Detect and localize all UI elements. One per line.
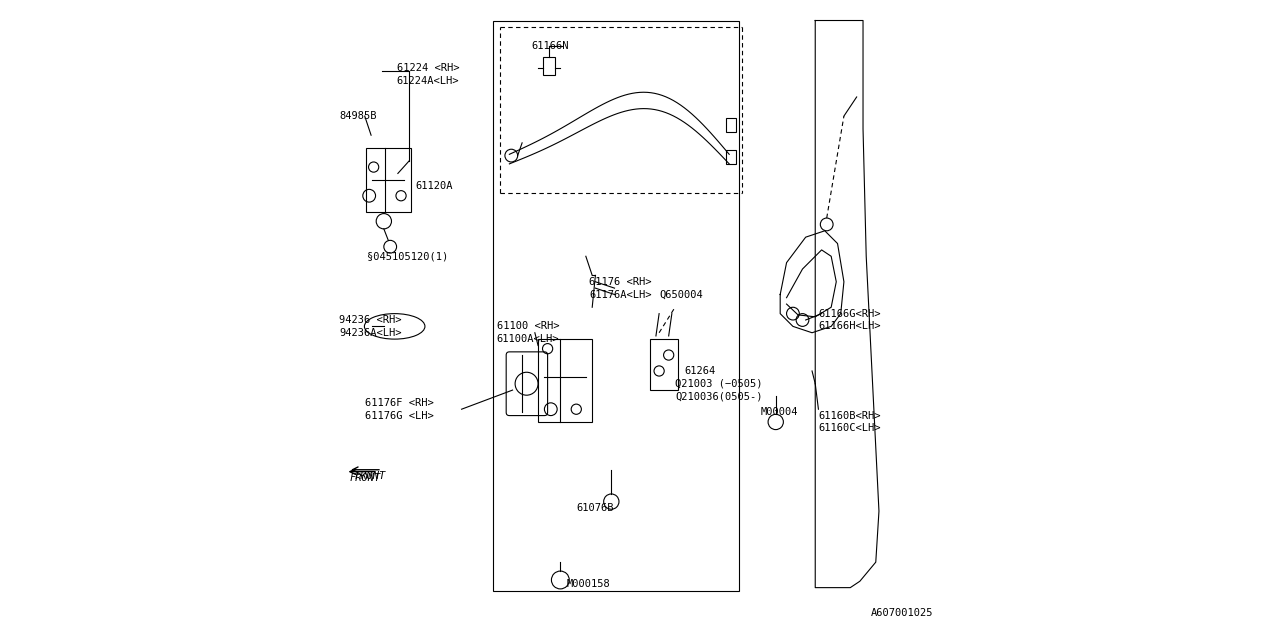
Text: 61160B<RH>: 61160B<RH> — [818, 411, 881, 420]
Text: 94236 <RH>: 94236 <RH> — [339, 315, 402, 325]
Text: 61264: 61264 — [685, 366, 716, 376]
Bar — [493, 20, 739, 591]
Text: A607001025: A607001025 — [870, 608, 933, 618]
Text: 61224A<LH>: 61224A<LH> — [397, 76, 460, 86]
Text: 61176A<LH>: 61176A<LH> — [589, 289, 652, 300]
Text: 61166N: 61166N — [531, 41, 570, 51]
Text: 61176F <RH>: 61176F <RH> — [365, 398, 434, 408]
Text: Q650004: Q650004 — [659, 289, 703, 300]
Text: §045105120(1): §045105120(1) — [367, 252, 448, 261]
Text: 61224 <RH>: 61224 <RH> — [397, 63, 460, 74]
Text: Q210036(0505-): Q210036(0505-) — [675, 392, 763, 401]
Text: 61160C<LH>: 61160C<LH> — [818, 423, 881, 433]
Text: 61100A<LH>: 61100A<LH> — [497, 334, 559, 344]
Text: 61166H<LH>: 61166H<LH> — [818, 321, 881, 332]
Text: 61120A: 61120A — [416, 181, 453, 191]
Text: 61100 <RH>: 61100 <RH> — [497, 321, 559, 332]
Text: 61176 <RH>: 61176 <RH> — [589, 276, 652, 287]
Text: FRONT: FRONT — [349, 473, 380, 483]
Text: 84985B: 84985B — [339, 111, 376, 121]
Text: 61176G <LH>: 61176G <LH> — [365, 411, 434, 420]
Text: 61166G<RH>: 61166G<RH> — [818, 308, 881, 319]
Text: M000158: M000158 — [567, 579, 611, 589]
Text: 94236A<LH>: 94236A<LH> — [339, 328, 402, 338]
Text: FRONT: FRONT — [355, 471, 385, 481]
Text: Q21003 (−0505): Q21003 (−0505) — [675, 379, 763, 388]
Text: 61076B: 61076B — [576, 503, 614, 513]
Text: M00004: M00004 — [762, 408, 799, 417]
